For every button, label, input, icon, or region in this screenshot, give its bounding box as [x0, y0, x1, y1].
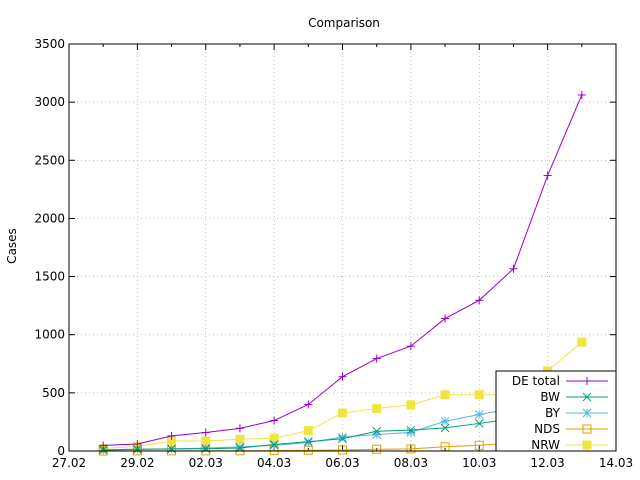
data-point-de-total	[201, 428, 210, 437]
data-point-de-total	[304, 400, 313, 409]
y-tick-label: 500	[42, 386, 65, 400]
data-point-nrw	[577, 337, 587, 347]
x-tick-label: 29.02	[120, 456, 154, 470]
x-tick-label: 06.03	[325, 456, 359, 470]
chart-title: Comparison	[308, 16, 380, 30]
data-point-de-total	[338, 372, 347, 381]
data-point-de-total	[475, 296, 484, 305]
data-point-nrw	[440, 390, 450, 400]
y-tick-label: 3000	[34, 95, 65, 109]
data-point-de-total	[99, 441, 108, 450]
data-point-bw	[406, 425, 416, 435]
data-point-by	[440, 416, 450, 426]
x-tick-label: 12.03	[530, 456, 564, 470]
legend-marker	[582, 424, 592, 434]
legend-marker	[583, 377, 591, 385]
data-point-de-total	[270, 416, 279, 425]
y-axis-label: Cases	[5, 228, 19, 264]
data-point-bw	[474, 419, 484, 428]
data-point-nrw	[338, 408, 347, 418]
legend: DE total BW BY NDS NRW	[495, 370, 617, 452]
data-point-bw	[133, 444, 142, 454]
series-de-total	[99, 90, 586, 450]
data-point-de-total	[406, 342, 415, 351]
data-point-by	[303, 438, 313, 447]
data-point-by	[338, 432, 347, 442]
data-point-bw	[440, 423, 450, 433]
data-point-bw	[338, 434, 347, 444]
data-point-nrw	[406, 400, 416, 410]
data-point-nrw	[235, 434, 245, 444]
legend-entry-by: BY	[545, 406, 608, 420]
y-tick-label: 2000	[34, 211, 65, 225]
data-point-nrw	[474, 390, 484, 400]
x-tick-label: 27.02	[52, 456, 86, 470]
data-point-de-total	[509, 264, 518, 273]
data-point-nds	[406, 444, 416, 454]
data-point-de-total	[543, 171, 552, 180]
data-point-de-total	[577, 90, 586, 99]
y-tick-label: 2500	[34, 153, 65, 167]
x-tick-label: 04.03	[257, 456, 291, 470]
data-point-de-total	[235, 424, 244, 433]
legend-marker	[582, 440, 592, 450]
data-point-nds	[338, 445, 347, 455]
data-point-bw	[269, 440, 279, 449]
legend-entry-nds: NDS	[534, 422, 608, 436]
data-point-bw	[98, 445, 108, 455]
plot-frame	[68, 43, 617, 452]
legend-marker	[582, 408, 592, 418]
x-tick-label: 08.03	[394, 456, 428, 470]
legend-label: DE total	[512, 374, 560, 388]
legend-marker	[582, 392, 592, 402]
data-point-bw	[303, 437, 313, 446]
data-point-nrw	[372, 403, 382, 413]
data-point-by	[235, 442, 245, 452]
legend-label: BY	[545, 406, 561, 420]
legend-entry-bw: BW	[540, 390, 608, 404]
x-tick-label: 14.03	[599, 456, 633, 470]
data-point-de-total	[372, 354, 381, 363]
data-point-bw	[372, 426, 382, 436]
legend-entry-de-total: DE total	[512, 374, 608, 388]
data-point-de-total	[167, 431, 176, 440]
y-tick-label: 0	[57, 444, 65, 458]
legend-entry-nrw: NRW	[531, 438, 608, 452]
data-point-nrw	[201, 436, 211, 446]
data-point-bw	[167, 444, 176, 454]
x-tick-label: 02.03	[189, 456, 223, 470]
x-tick-label: 10.03	[462, 456, 496, 470]
legend-label: NDS	[534, 422, 560, 436]
data-point-nrw	[303, 426, 313, 436]
data-point-by	[474, 410, 484, 419]
y-tick-label: 1000	[34, 328, 65, 342]
y-tick-label: 3500	[34, 37, 65, 51]
axis-ticks: 0 500 1000 1500 2000 2500 3000 3500 27.02 29.02 02…	[34, 37, 633, 470]
y-tick-label: 1500	[34, 270, 65, 284]
data-point-nds	[372, 444, 382, 454]
legend-label: NRW	[531, 438, 560, 452]
data-point-de-total	[441, 314, 450, 323]
data-point-by	[269, 441, 279, 450]
legend-box	[495, 370, 617, 452]
data-point-nds	[474, 440, 484, 450]
legend-label: BW	[540, 390, 560, 404]
data-point-de-total	[133, 440, 142, 449]
